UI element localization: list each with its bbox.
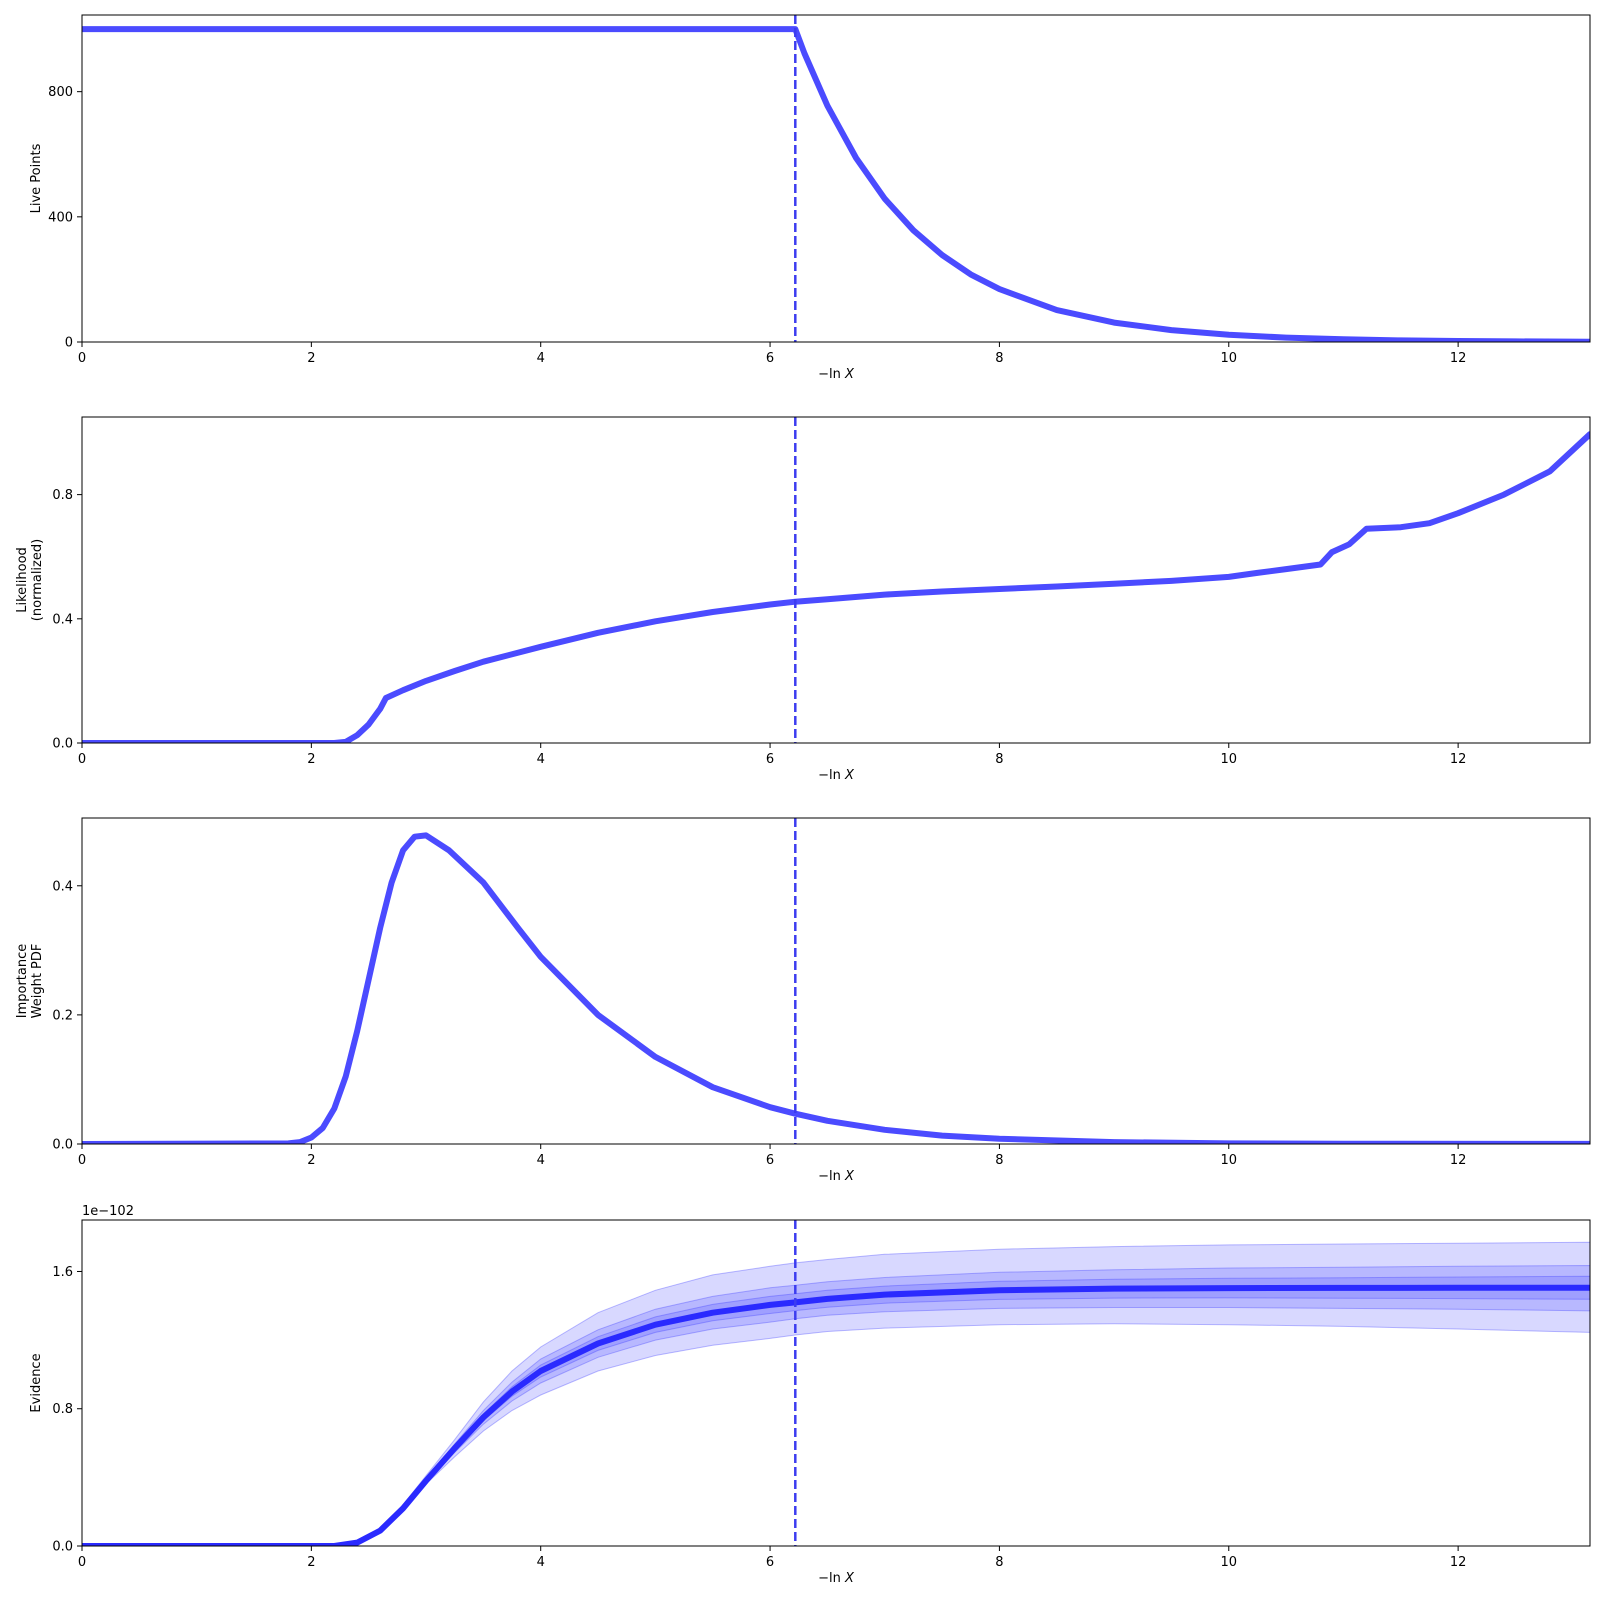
importance-weight-x-tick-label: 0 bbox=[78, 1153, 86, 1168]
likelihood-x-tick-label: 6 bbox=[766, 752, 774, 767]
evidence-x-tick-label: 4 bbox=[537, 1555, 545, 1570]
likelihood-y-axis-label: Likelihood bbox=[15, 547, 30, 613]
evidence-y-tick-label: 0.0 bbox=[52, 1540, 73, 1555]
live-points-line bbox=[82, 26, 1590, 342]
importance-weight-axes-frame bbox=[81, 817, 1591, 1145]
evidence-x-tick-label: 0 bbox=[78, 1555, 86, 1570]
importance-weight-x-tick-label: 12 bbox=[1450, 1153, 1467, 1168]
evidence-line bbox=[82, 1284, 1590, 1546]
evidence-band-2 bbox=[82, 1264, 1590, 1546]
importance-weight-y-axis-label: Weight PDF bbox=[30, 944, 45, 1019]
evidence-x-tick-label: 2 bbox=[307, 1555, 315, 1570]
importance-weight-y-tick-label: 0.4 bbox=[52, 879, 73, 894]
likelihood-y-tick-label: 0.0 bbox=[52, 737, 73, 752]
evidence-x-axis-label: −ln X bbox=[818, 1571, 855, 1586]
live-points-y-tick-label: 400 bbox=[48, 210, 73, 225]
live-points-axes-frame bbox=[81, 14, 1591, 343]
live-points-x-tick-label: 8 bbox=[995, 351, 1003, 366]
evidence-x-tick-label: 6 bbox=[766, 1555, 774, 1570]
live-points-x-tick-label: 12 bbox=[1450, 351, 1467, 366]
live-points-y-tick-label: 800 bbox=[48, 85, 73, 100]
importance-weight-line bbox=[82, 832, 1590, 1144]
live-points-x-tick-label: 2 bbox=[307, 351, 315, 366]
live-points-panel: 0 2 4 6 8 10 12 0 400 800 −ln X Live Points bbox=[29, 14, 1591, 382]
evidence-x-tick-label: 12 bbox=[1450, 1555, 1467, 1570]
likelihood-line bbox=[82, 431, 1590, 743]
evidence-scale-label: 1e−102 bbox=[82, 1204, 134, 1219]
evidence-x-tick-label: 8 bbox=[995, 1555, 1003, 1570]
live-points-x-axis-label: −ln X bbox=[818, 367, 855, 382]
live-points-y-axis-label: Live Points bbox=[29, 143, 44, 213]
evidence-y-axis-label: Evidence bbox=[29, 1353, 44, 1412]
likelihood-panel: 0 2 4 6 8 10 12 0.0 0.4 0.8 −ln X Likelihood (normal… bbox=[15, 416, 1591, 783]
importance-weight-x-tick-label: 10 bbox=[1220, 1153, 1237, 1168]
live-points-x-tick-label: 10 bbox=[1220, 351, 1237, 366]
live-points-x-tick-label: 6 bbox=[766, 351, 774, 366]
live-points-x-tick-label: 0 bbox=[78, 351, 86, 366]
importance-weight-x-tick-label: 6 bbox=[766, 1153, 774, 1168]
likelihood-y-axis-label: (normalized) bbox=[30, 539, 45, 621]
likelihood-plot-area bbox=[82, 417, 1590, 743]
importance-weight-x-tick-label: 4 bbox=[537, 1153, 545, 1168]
evidence-y-tick-label: 1.6 bbox=[52, 1265, 73, 1280]
likelihood-x-axis-label: −ln X bbox=[818, 768, 855, 783]
likelihood-x-tick-label: 4 bbox=[537, 752, 545, 767]
importance-weight-plot-area bbox=[82, 818, 1590, 1144]
likelihood-x-tick-label: 8 bbox=[995, 752, 1003, 767]
importance-weight-y-tick-label: 0.0 bbox=[52, 1138, 73, 1153]
evidence-y-tick-label: 0.8 bbox=[52, 1402, 73, 1417]
importance-weight-y-tick-label: 0.2 bbox=[52, 1008, 73, 1023]
evidence-band-1 bbox=[82, 1241, 1590, 1546]
likelihood-x-tick-label: 0 bbox=[78, 752, 86, 767]
importance-weight-y-axis-label: Importance bbox=[15, 944, 30, 1019]
likelihood-axes-frame bbox=[81, 416, 1591, 744]
likelihood-x-tick-label: 12 bbox=[1450, 752, 1467, 767]
evidence-axes-frame bbox=[81, 1219, 1591, 1547]
evidence-x-tick-label: 10 bbox=[1220, 1555, 1237, 1570]
importance-weight-panel: 0 2 4 6 8 10 12 0.0 0.2 0.4 −ln X Importance Weight … bbox=[15, 817, 1591, 1184]
importance-weight-x-tick-label: 2 bbox=[307, 1153, 315, 1168]
live-points-plot-area bbox=[82, 15, 1590, 342]
evidence-plot-area bbox=[82, 1220, 1590, 1546]
likelihood-x-tick-label: 10 bbox=[1220, 752, 1237, 767]
importance-weight-x-axis-label: −ln X bbox=[818, 1169, 855, 1184]
live-points-y-tick-label: 0 bbox=[65, 336, 73, 351]
importance-weight-x-tick-label: 8 bbox=[995, 1153, 1003, 1168]
likelihood-x-tick-label: 2 bbox=[307, 752, 315, 767]
likelihood-y-tick-label: 0.8 bbox=[52, 488, 73, 503]
live-points-x-tick-label: 4 bbox=[537, 351, 545, 366]
likelihood-y-tick-label: 0.4 bbox=[52, 612, 73, 627]
evidence-panel: 0 2 4 6 8 10 12 0.0 0.8 1.6 −ln X Evidence 1e−102 bbox=[29, 1204, 1591, 1586]
